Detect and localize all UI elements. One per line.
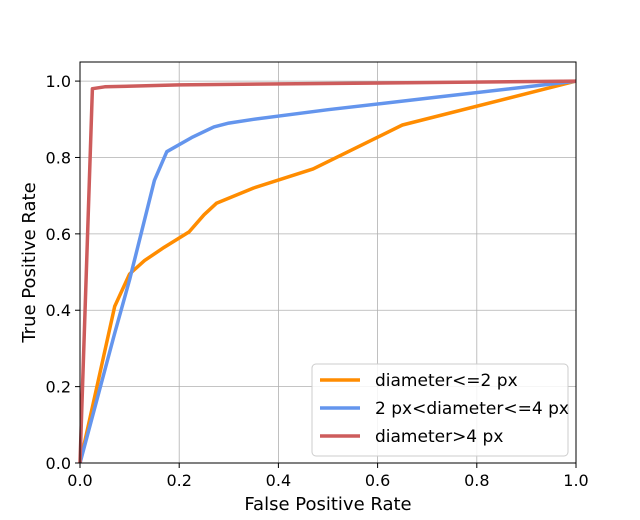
x-tick-label: 0.4 bbox=[266, 471, 291, 490]
series-lines bbox=[78, 79, 577, 464]
x-tick-label: 0.8 bbox=[464, 471, 489, 490]
y-axis-label: True Positive Rate bbox=[19, 182, 40, 343]
y-tick-label: 0.6 bbox=[46, 225, 71, 244]
series-line-3 bbox=[78, 79, 577, 464]
x-tick-label: 1.0 bbox=[563, 471, 588, 490]
x-tick-label: 0.2 bbox=[166, 471, 191, 490]
x-axis-label: False Positive Rate bbox=[244, 494, 411, 515]
y-tick-label: 1.0 bbox=[46, 72, 71, 91]
y-tick-label: 0.0 bbox=[46, 454, 71, 473]
legend-entry-label: diameter<=2 px bbox=[375, 371, 518, 391]
y-tick-label: 0.4 bbox=[46, 301, 71, 320]
legend-entry-label: 2 px<diameter<=4 px bbox=[375, 399, 569, 419]
legend-entry-label: diameter>4 px bbox=[375, 427, 503, 447]
x-tick-label: 0.0 bbox=[67, 471, 92, 490]
legend-box bbox=[311, 363, 569, 457]
y-tick-label: 0.2 bbox=[46, 378, 71, 397]
series-line-2 bbox=[78, 79, 577, 464]
axis-ticks: 0.0 0.2 0.4 0.6 0.8 1.0 0.0 0.2 0.4 0.6 0.8 1.0 bbox=[46, 72, 589, 490]
series-line-1 bbox=[78, 79, 577, 464]
plot-frame bbox=[79, 61, 577, 464]
y-tick-label: 0.8 bbox=[46, 148, 71, 167]
x-tick-label: 0.6 bbox=[365, 471, 390, 490]
legend: diameter<=2 px 2 px<diameter<=4 px diamete… bbox=[311, 363, 569, 457]
